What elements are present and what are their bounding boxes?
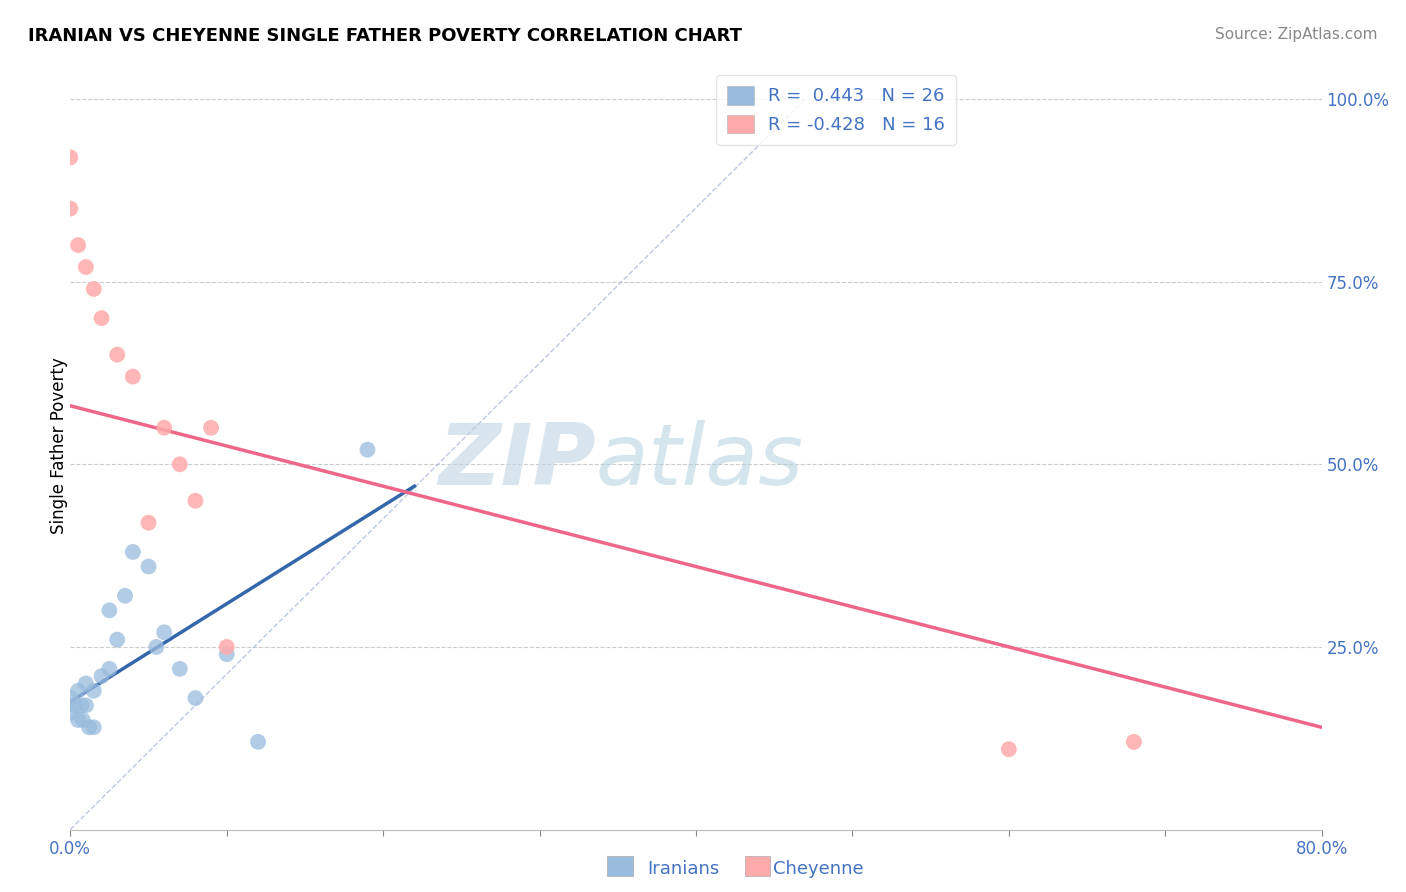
Text: atlas: atlas (596, 420, 804, 503)
Point (72, 713, 94, 727)
Y-axis label: Single Father Poverty: Single Father Poverty (51, 358, 67, 534)
Point (67, 238, 90, 252)
Point (215, 640, 238, 654)
Point (83, 720, 105, 734)
Point (121, 369, 145, 384)
Point (67, 713, 90, 727)
Point (105, 348, 128, 362)
Point (67, 683, 90, 698)
Point (98, 603, 121, 617)
Point (90, 311, 112, 326)
Text: Source: ZipAtlas.com: Source: ZipAtlas.com (1215, 27, 1378, 42)
Point (153, 625, 176, 640)
Point (59, 706, 82, 720)
Point (145, 640, 167, 654)
Point (215, 647, 238, 661)
Point (75, 676, 97, 690)
Point (75, 260, 97, 274)
Point (169, 457, 191, 471)
Legend: R =  0.443   N = 26, R = -0.428   N = 16: R = 0.443 N = 26, R = -0.428 N = 16 (716, 75, 956, 145)
Point (90, 669, 112, 683)
Point (105, 632, 128, 647)
Point (1123, 735, 1146, 749)
Point (98, 662, 121, 676)
Point (997, 742, 1019, 756)
Point (63, 698, 86, 713)
Point (169, 662, 191, 676)
Point (75, 698, 97, 713)
Point (247, 735, 270, 749)
Point (184, 493, 207, 508)
Point (83, 282, 105, 296)
Text: Iranians: Iranians (647, 860, 718, 878)
Point (356, 442, 378, 457)
Text: IRANIAN VS CHEYENNE SINGLE FATHER POVERTY CORRELATION CHART: IRANIAN VS CHEYENNE SINGLE FATHER POVERT… (28, 27, 742, 45)
Text: Cheyenne: Cheyenne (773, 860, 863, 878)
Point (153, 421, 176, 435)
Point (138, 559, 160, 574)
Point (59, 691, 82, 706)
Point (121, 545, 145, 559)
Point (59, 202, 82, 216)
Point (70, 698, 93, 713)
Point (184, 691, 207, 706)
Point (77, 720, 100, 734)
Point (200, 421, 222, 435)
Text: ZIP: ZIP (439, 420, 596, 503)
Point (138, 516, 160, 530)
Point (83, 683, 105, 698)
Point (59, 150, 82, 164)
Point (114, 589, 136, 603)
